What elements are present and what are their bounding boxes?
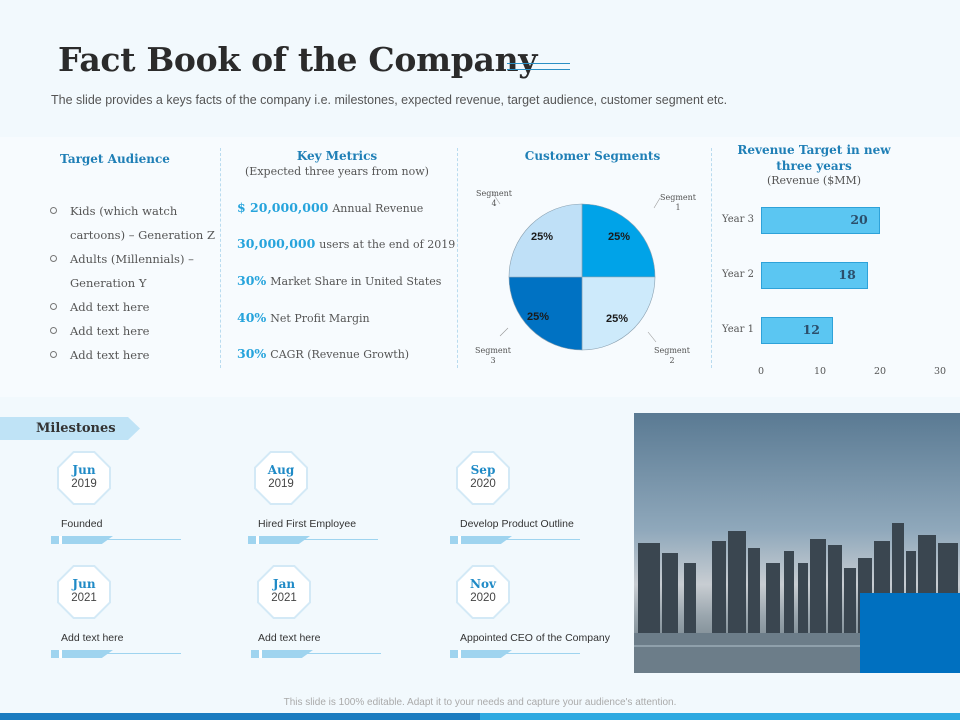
- pie-slice-3: [508, 276, 583, 351]
- milestone-date-badge: Jan 2021: [257, 565, 311, 619]
- milestone-date-badge: Nov 2020: [456, 565, 510, 619]
- revenue-unit-label: (Revenue ($MM): [766, 174, 862, 187]
- milestone-date-badge: Aug 2019: [254, 451, 308, 505]
- bottom-color-bar: [0, 713, 960, 720]
- key-metrics-heading: Key Metrics: [296, 149, 378, 163]
- milestone-underline: [450, 650, 580, 658]
- list-item: Add text here: [50, 343, 220, 367]
- pie-data-label: 25%: [527, 311, 550, 323]
- bar-year-2: [761, 262, 869, 289]
- metric-row: 30,000,000 users at the end of 2019: [237, 236, 456, 251]
- milestone-date-badge: Sep 2020: [456, 451, 510, 505]
- bar-data-label: 12: [802, 322, 820, 337]
- customer-segments-heading: Customer Segments: [524, 149, 661, 163]
- key-metrics-subheading: (Expected three years from now): [245, 165, 429, 178]
- milestone-label: Add text here: [258, 632, 321, 644]
- milestone-underline: [251, 650, 381, 658]
- bar-category-label: Year 1: [722, 324, 754, 335]
- footer-note: This slide is 100% editable. Adapt it to…: [283, 697, 677, 708]
- circle-bullet-icon: [50, 303, 57, 310]
- x-axis-tick: 30: [934, 366, 947, 377]
- bar-category-label: Year 3: [722, 214, 754, 225]
- circle-bullet-icon: [50, 327, 57, 334]
- pie-slice-2: [581, 276, 656, 351]
- blue-accent-block: [860, 593, 960, 673]
- column-divider: [457, 148, 458, 368]
- bar-data-label: 20: [850, 212, 868, 227]
- milestone-underline: [248, 536, 378, 544]
- milestone-label: Hired First Employee: [258, 518, 357, 530]
- x-axis-tick: 0: [758, 366, 765, 377]
- milestone-underline: [51, 536, 181, 544]
- list-item: Adults (Millennials) – Generation Y: [50, 247, 220, 295]
- metric-row: 40% Net Profit Margin: [237, 310, 370, 325]
- milestones-tag: Milestones: [0, 417, 140, 440]
- bar-data-label: 18: [838, 267, 856, 282]
- page-subtitle: The slide provides a keys facts of the c…: [51, 93, 728, 107]
- page-title: Fact Book of the Company: [58, 40, 538, 79]
- circle-bullet-icon: [50, 255, 57, 262]
- column-divider: [711, 148, 712, 368]
- milestone-underline: [51, 650, 181, 658]
- circle-bullet-icon: [50, 207, 57, 214]
- milestone-date-badge: Jun 2019: [57, 451, 111, 505]
- metric-row: 30% Market Share in United States: [237, 273, 442, 288]
- metric-row: $ 20,000,000 Annual Revenue: [237, 200, 424, 215]
- pie-data-label: 25%: [608, 231, 631, 243]
- x-axis-tick: 10: [814, 366, 827, 377]
- milestone-underline: [450, 536, 580, 544]
- list-item: Add text here: [50, 319, 220, 343]
- milestone-label: Develop Product Outline: [460, 518, 574, 530]
- x-axis-tick: 20: [874, 366, 887, 377]
- milestone-label: Appointed CEO of the Company: [460, 632, 611, 644]
- title-underline-decoration: [507, 63, 570, 75]
- pie-segment-2-label: Segment 2: [653, 346, 691, 365]
- revenue-heading: Revenue Target in new three years: [737, 143, 891, 173]
- pie-data-label: 25%: [531, 231, 554, 243]
- milestone-date-badge: Jun 2021: [57, 565, 111, 619]
- milestone-label: Founded: [61, 518, 103, 530]
- pie-segment-4-label: Segment 4: [475, 189, 513, 208]
- city-skyline-image: [634, 413, 960, 673]
- circle-bullet-icon: [50, 351, 57, 358]
- bar-year-1: [761, 317, 833, 344]
- list-item: Kids (which watch cartoons) – Generation …: [50, 199, 220, 247]
- metric-row: 30% CAGR (Revenue Growth): [237, 346, 410, 361]
- target-audience-list: Kids (which watch cartoons) – Generation …: [50, 199, 220, 367]
- bar-year-3: [761, 207, 881, 234]
- milestone-label: Add text here: [61, 632, 124, 644]
- target-audience-heading: Target Audience: [60, 152, 170, 166]
- pie-segment-3-label: Segment 3: [474, 346, 512, 365]
- pie-slice-1: [581, 203, 656, 278]
- pie-chart: [491, 191, 661, 351]
- pie-slice-4: [508, 203, 583, 278]
- list-item: Add text here: [50, 295, 220, 319]
- column-divider: [220, 148, 221, 368]
- bar-category-label: Year 2: [722, 269, 754, 280]
- pie-segment-1-label: Segment 1: [659, 193, 697, 212]
- pie-data-label: 25%: [606, 313, 629, 325]
